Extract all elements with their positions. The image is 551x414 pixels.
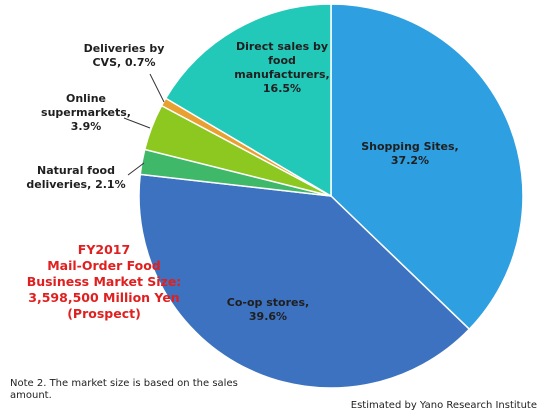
slice-label-shopping-sites: Shopping Sites, 37.2% xyxy=(361,140,459,167)
leader-line xyxy=(123,117,151,129)
pie-slices xyxy=(138,3,524,389)
leader-line xyxy=(127,162,145,176)
slice-label-deliveries-by-cvs: Deliveries by CVS, 0.7% xyxy=(84,42,165,69)
leader-lines xyxy=(123,73,165,176)
chart-title: FY2017 Mail-Order Food Business Market Siz… xyxy=(27,242,182,321)
pie-slice-shopping-sites xyxy=(330,3,524,331)
leader-line xyxy=(149,73,165,103)
slice-label-co-op-stores: Co-op stores, 39.6% xyxy=(227,296,309,323)
footnote: Note 2. The market size is based on the … xyxy=(10,378,238,401)
slice-labels: Shopping Sites, 37.2% Co-op stores, 39.6% Na… xyxy=(26,40,458,323)
pie-slice-direct-sales-by-food-manufacturers xyxy=(164,3,332,198)
slice-label-online-supermarkets: Online supermarkets, 3.9% xyxy=(41,92,131,133)
slice-label-direct-sales-by-food-manufacturers: Direct sales by food manufacturers, 16.5% xyxy=(234,40,329,95)
pie-slice-co-op-stores xyxy=(138,173,471,389)
source-credit: Estimated by Yano Research Institute xyxy=(350,400,537,411)
slice-label-natural-food-deliveries: Natural food deliveries, 2.1% xyxy=(26,164,125,191)
